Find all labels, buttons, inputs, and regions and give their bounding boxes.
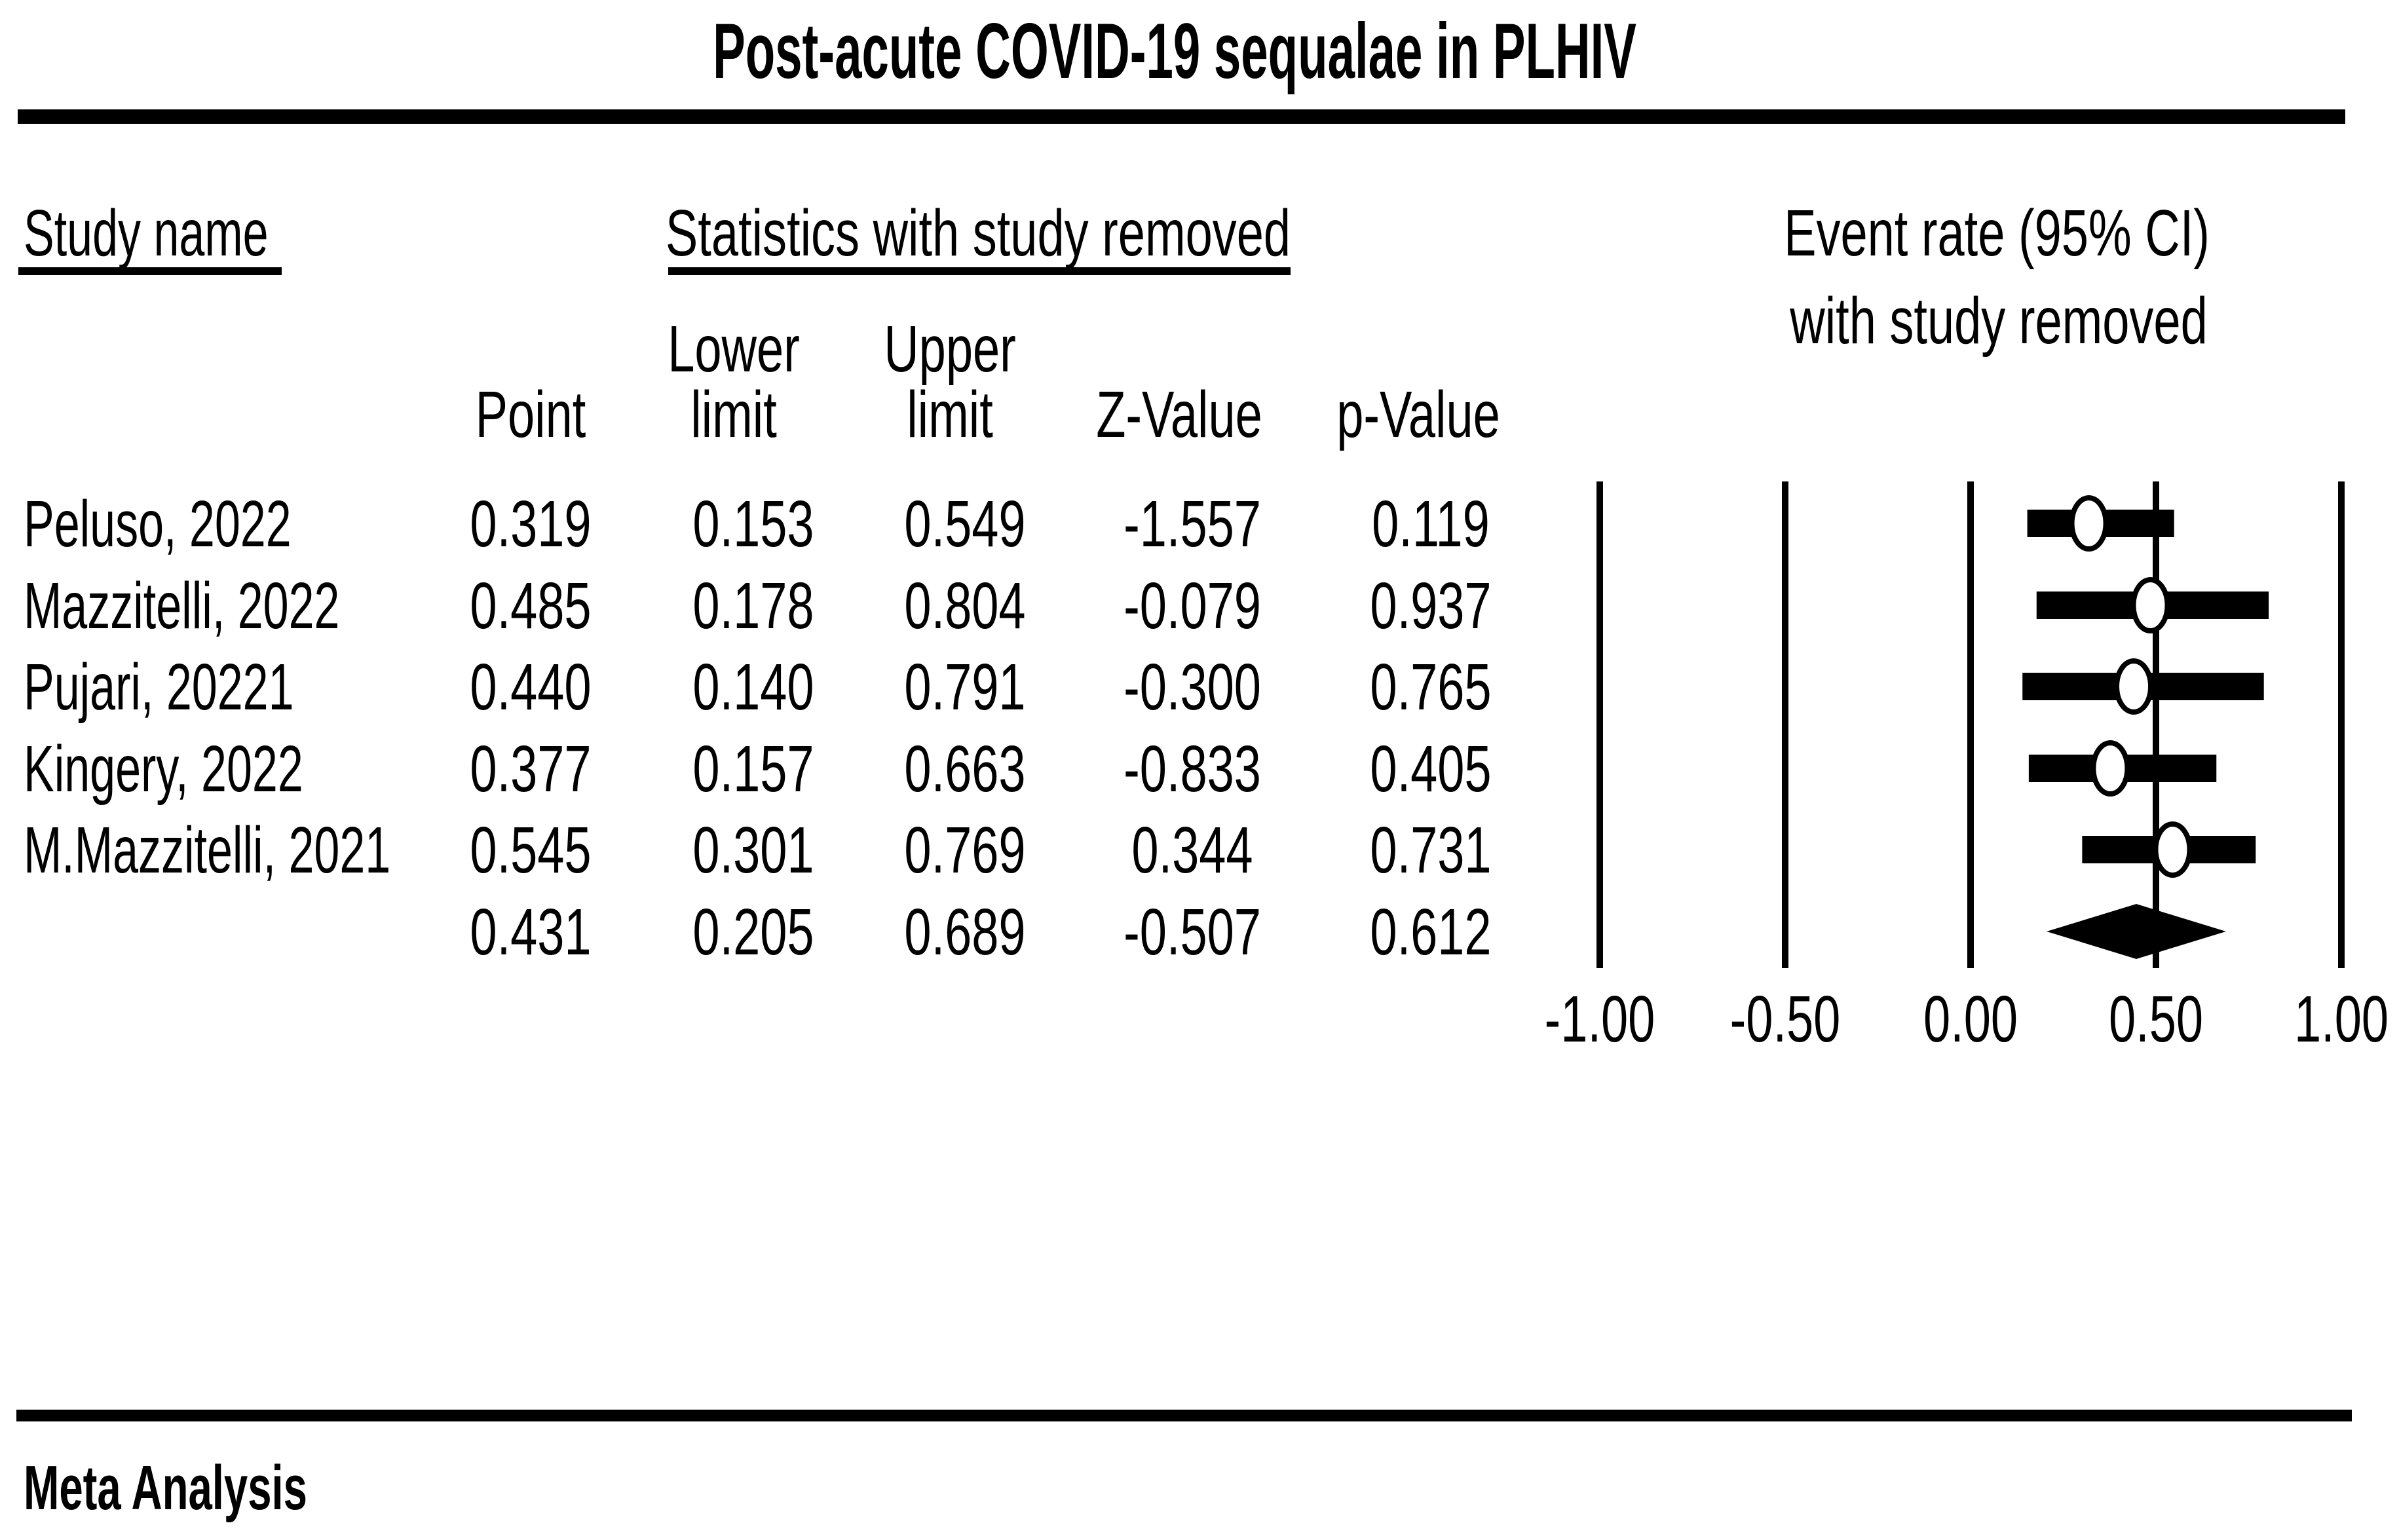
- p-value-cell: 0.612: [1370, 895, 1492, 969]
- z-value-cell: 0.344: [1131, 814, 1253, 887]
- lower-limit-cell: 0.205: [692, 895, 814, 969]
- x-tick-label: 0.50: [2108, 983, 2204, 1056]
- stats-group-underline: [668, 267, 1291, 275]
- lower-limit-cell: 0.140: [692, 650, 814, 724]
- z-value-cell: -1.557: [1124, 487, 1261, 561]
- point-marker: [2069, 495, 2109, 552]
- point-cell: 0.545: [470, 814, 592, 887]
- page-title: Post-acute COVID-19 sequalae in PLHIV: [713, 7, 1636, 95]
- plot-group-header-line2: with study removed: [1790, 284, 2208, 358]
- bottom-rule: [16, 1410, 2352, 1421]
- point-cell: 0.485: [470, 569, 592, 643]
- point-marker: [2130, 577, 2170, 633]
- upper-limit-cell: 0.663: [904, 732, 1026, 806]
- lower-limit-cell: 0.153: [692, 487, 814, 561]
- point-cell: 0.319: [470, 487, 592, 561]
- point-cell: 0.377: [470, 732, 592, 806]
- footer-label: Meta Analysis: [24, 1453, 307, 1523]
- study-name-cell: M.Mazzitelli, 2021: [24, 814, 391, 887]
- x-tick-label: 1.00: [2294, 983, 2389, 1056]
- upper-limit-cell: 0.549: [904, 487, 1026, 561]
- study-name-cell: Pujari, 20221: [24, 650, 294, 724]
- z-value-cell: -0.507: [1124, 895, 1261, 969]
- p-value-cell: 0.119: [1372, 487, 1490, 561]
- upper-limit-cell: 0.791: [904, 650, 1026, 724]
- p-value-cell: 0.937: [1370, 569, 1492, 643]
- upper-limit-cell: 0.804: [904, 569, 1026, 643]
- point-marker: [2090, 740, 2130, 797]
- top-rule: [18, 109, 2345, 124]
- col-header-p-value: p-Value: [1336, 378, 1500, 451]
- point-marker: [2153, 821, 2193, 878]
- col-header-z-value: Z-Value: [1096, 378, 1262, 451]
- study-name-header: Study name: [24, 197, 269, 270]
- study-name-underline: [18, 267, 282, 275]
- lower-limit-cell: 0.178: [692, 569, 814, 643]
- col-header-upper-line2: limit: [907, 378, 993, 451]
- stats-group-header: Statistics with study removed: [665, 197, 1291, 270]
- z-value-cell: -0.079: [1124, 569, 1261, 643]
- study-name-cell: Peluso, 2022: [24, 487, 292, 561]
- z-value-cell: -0.833: [1124, 732, 1261, 806]
- upper-limit-cell: 0.689: [904, 895, 1026, 969]
- point-cell: 0.440: [470, 650, 592, 724]
- x-tick-label: -0.50: [1729, 983, 1841, 1056]
- x-tick-label: 0.00: [1923, 983, 2018, 1056]
- point-marker: [2114, 658, 2154, 715]
- p-value-cell: 0.765: [1370, 650, 1492, 724]
- summary-diamond: [2047, 904, 2226, 959]
- plot-group-header-line1: Event rate (95% CI): [1784, 197, 2210, 270]
- upper-limit-cell: 0.769: [904, 814, 1026, 887]
- p-value-cell: 0.731: [1370, 814, 1492, 887]
- col-header-lower-line1: Lower: [668, 312, 800, 386]
- x-tick-label: -1.00: [1544, 983, 1655, 1056]
- study-name-cell: Kingery, 2022: [24, 732, 303, 806]
- point-cell: 0.431: [470, 895, 592, 969]
- col-header-lower-line2: limit: [690, 378, 777, 451]
- p-value-cell: 0.405: [1370, 732, 1492, 806]
- col-header-point: Point: [475, 378, 586, 451]
- z-value-cell: -0.300: [1124, 650, 1261, 724]
- col-header-upper-line1: Upper: [884, 312, 1016, 386]
- study-name-cell: Mazzitelli, 2022: [24, 569, 340, 643]
- lower-limit-cell: 0.301: [692, 814, 814, 887]
- lower-limit-cell: 0.157: [692, 732, 814, 806]
